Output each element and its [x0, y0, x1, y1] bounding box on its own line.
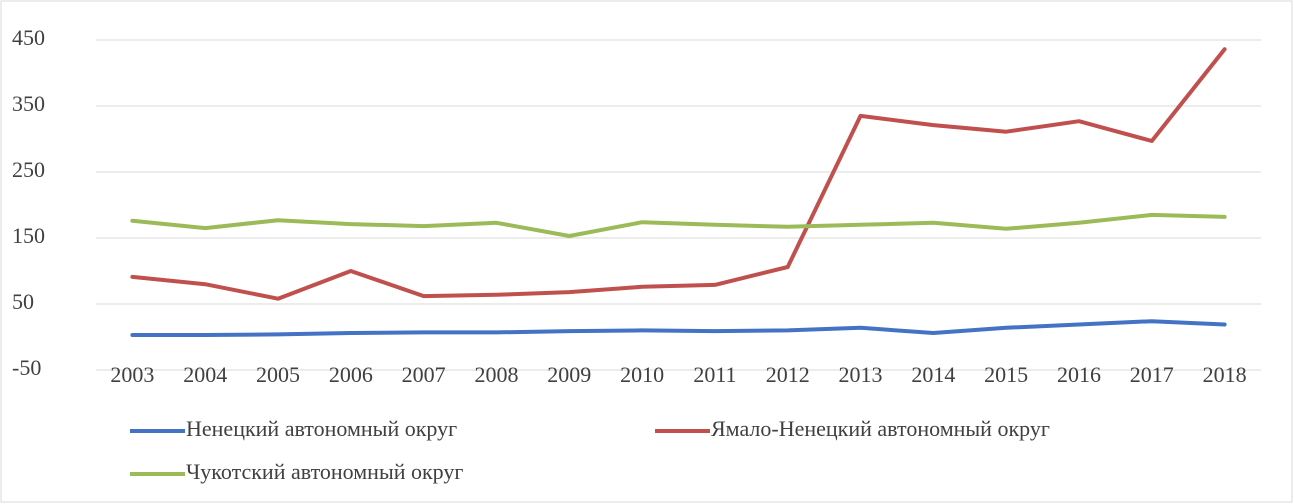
y-tick-label: 50: [12, 289, 34, 314]
x-tick-label: 2011: [693, 362, 736, 387]
x-tick-label: 2004: [183, 362, 227, 387]
x-tick-label: 2018: [1203, 362, 1247, 387]
series-line: [130, 212, 1227, 238]
y-tick-label: -50: [12, 355, 41, 380]
x-tick-label: 2005: [256, 362, 300, 387]
y-tick-label: 150: [12, 223, 45, 248]
x-tick-label: 2015: [984, 362, 1028, 387]
series-line: [130, 319, 1227, 337]
y-tick-label: 250: [12, 157, 45, 182]
legend-label: Ямало-Ненецкий автономный округ: [711, 416, 1050, 441]
x-tick-label: 2009: [547, 362, 591, 387]
x-tick-label: 2010: [620, 362, 664, 387]
y-tick-label: 450: [12, 25, 45, 50]
legend-label: Чукотский автономный округ: [186, 459, 463, 484]
y-tick-label: 350: [12, 91, 45, 116]
x-tick-label: 2006: [329, 362, 373, 387]
x-tick-label: 2016: [1057, 362, 1101, 387]
x-tick-label: 2013: [839, 362, 883, 387]
x-tick-label: 2012: [766, 362, 810, 387]
x-tick-label: 2003: [110, 362, 154, 387]
legend-label: Ненецкий автономный округ: [186, 416, 457, 441]
x-tick-label: 2017: [1130, 362, 1174, 387]
x-tick-label: 2008: [474, 362, 518, 387]
x-tick-label: 2014: [911, 362, 955, 387]
x-tick-label: 2007: [402, 362, 446, 387]
series-line: [130, 47, 1227, 301]
